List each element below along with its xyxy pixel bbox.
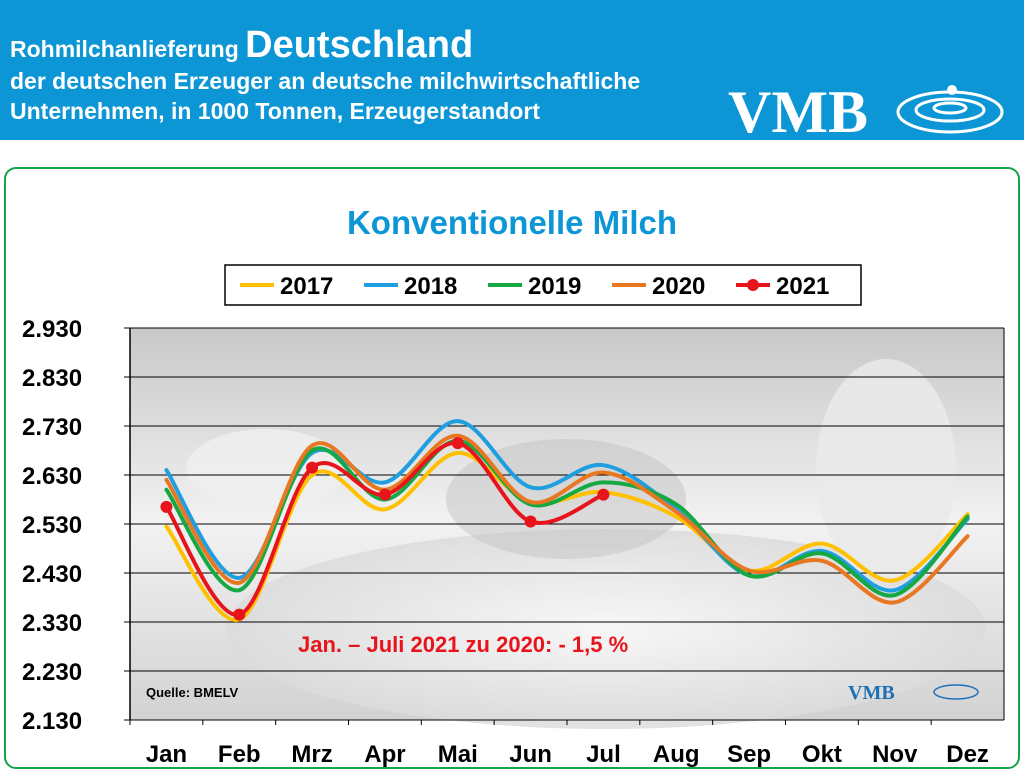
x-axis-ticks: Jan Feb Mrz Apr Mai Jun Jul Aug Sep Okt Nov Dez: [129, 720, 989, 767]
source-label: Quelle: BMELV: [146, 685, 239, 700]
x-tick-label: Mai: [438, 741, 478, 767]
x-tick-label: Nov: [872, 741, 918, 767]
x-tick-label: Feb: [218, 741, 261, 767]
y-axis-ticks: 2.930 2.830 2.730 2.630 2.530 2.430 2.330 2.230…: [22, 316, 130, 735]
header-banner: Rohmilchanlieferung Deutschland der deut…: [0, 0, 1024, 145]
x-tick-label: Aug: [653, 741, 700, 767]
y-tick-label: 2.330: [22, 610, 82, 637]
legend-label-2019: 2019: [528, 273, 581, 300]
y-tick-label: 2.230: [22, 659, 82, 686]
vmb-logo-text: VMB: [728, 80, 868, 136]
y-tick-label: 2.930: [22, 316, 82, 343]
milk-drop-icon: [896, 90, 1004, 134]
milk-drop-dot: [947, 85, 957, 95]
legend-label-2018: 2018: [404, 273, 457, 300]
x-tick-label: Jul: [586, 741, 621, 767]
x-tick-label: Dez: [946, 741, 989, 767]
x-tick-label: Apr: [364, 741, 405, 767]
header-title-small: Rohmilchanlieferung: [10, 36, 239, 62]
series-point-2021: [378, 488, 391, 501]
y-tick-label: 2.130: [22, 708, 82, 735]
watermark-drop-icon: [933, 684, 979, 700]
x-tick-label: Sep: [727, 741, 771, 767]
legend-marker-2021: [747, 279, 759, 291]
series-point-2021: [451, 437, 464, 450]
y-tick-label: 2.530: [22, 512, 82, 539]
y-tick-label: 2.430: [22, 561, 82, 588]
header-subtitle-line-2: Unternehmen, in 1000 Tonnen, Erzeugersta…: [10, 98, 540, 124]
y-tick-label: 2.630: [22, 463, 82, 490]
vmb-logo: VMB: [728, 79, 1008, 145]
legend-label-2020: 2020: [652, 273, 705, 300]
series-point-2021: [160, 500, 173, 513]
series-lines: [160, 419, 970, 622]
series-point-2021: [524, 515, 537, 528]
series-point-2021: [306, 461, 319, 474]
header-title-big: Deutschland: [245, 24, 474, 66]
chart-annotation: Jan. – Juli 2021 zu 2020: - 1,5 %: [298, 632, 628, 657]
series-point-2021: [233, 608, 246, 621]
y-tick-label: 2.830: [22, 365, 82, 392]
chart-frame: Konventionelle Milch 2017 2018 2019 2020 202…: [4, 167, 1020, 769]
legend-label-2017: 2017: [280, 273, 333, 300]
x-tick-label: Okt: [802, 741, 842, 767]
vmb-watermark-logo: VMB: [848, 682, 979, 704]
x-tick-label: Mrz: [291, 741, 332, 767]
header-title: Rohmilchanlieferung Deutschland: [10, 24, 473, 67]
header-subtitle-line-1: der deutschen Erzeuger an deutsche milch…: [10, 68, 641, 94]
chart: Konventionelle Milch 2017 2018 2019 2020 202…: [22, 204, 1005, 767]
vmb-watermark-text: VMB: [848, 682, 895, 704]
chart-title: Konventionelle Milch: [347, 204, 677, 241]
series-line-2020: [164, 433, 970, 605]
legend-label-2021: 2021: [776, 273, 829, 300]
series-point-2021: [597, 488, 610, 501]
y-tick-label: 2.730: [22, 414, 82, 441]
x-tick-label: Jan: [146, 741, 187, 767]
x-tick-label: Jun: [509, 741, 552, 767]
legend: 2017 2018 2019 2020 2021: [240, 273, 829, 300]
